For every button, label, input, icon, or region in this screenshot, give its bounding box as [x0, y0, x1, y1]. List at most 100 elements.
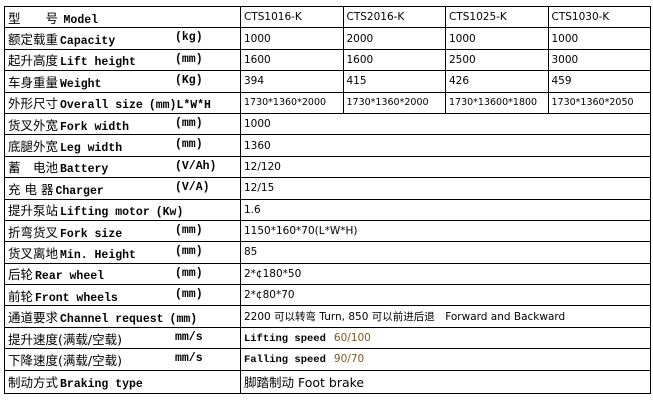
- label-cn: 制动方式: [8, 375, 59, 391]
- value-cell: 脚踏制动 Foot brake: [240, 369, 651, 394]
- label-cn: 前轮: [8, 288, 34, 304]
- row-label: 起升高度 Lift height (mm): [4, 48, 241, 72]
- value-cell: Falling speed 90/70: [240, 348, 651, 371]
- table-row: 通道要求 Channel request (mm) 2200 可以转弯 Turn, 8…: [4, 305, 651, 328]
- label-unit: (mm): [175, 138, 203, 152]
- table-row: 提升速度(满载/空载) mm/s Lifting speed 60/100: [4, 326, 651, 350]
- value-cell: 1000: [240, 27, 344, 50]
- table-row: 蓄 电池 Battery (V/Ah) 12/120: [4, 155, 651, 179]
- value-cell: 3000: [547, 48, 651, 72]
- table-row: 车身重量 Weight (Kg) 394 415 426 459: [4, 70, 651, 93]
- row-label: 车身重量 Weight (Kg): [4, 70, 241, 93]
- label-cn: 蓄 电池: [8, 160, 59, 176]
- label-cn: 提升泵站: [8, 203, 59, 219]
- label-cn: 提升速度(满载/空载): [8, 331, 122, 347]
- row-label: 货叉外宽 Fork width (mm): [4, 112, 241, 136]
- label-unit: (kg): [175, 31, 203, 45]
- label-unit: (Kw): [155, 206, 184, 220]
- label-en: Min. Height: [60, 248, 136, 262]
- label-unit: (V/Ah): [175, 159, 217, 173]
- label-unit: (Kg): [175, 74, 203, 88]
- value-cell: 1.6: [240, 198, 651, 221]
- table-row: 下降速度(满载/空载) mm/s Falling speed 90/70: [4, 348, 651, 371]
- value-cell: 2000: [342, 27, 446, 50]
- label-en: Battery: [60, 163, 109, 177]
- label-cn: 货叉离地: [8, 245, 59, 261]
- label-en: Braking type: [60, 378, 143, 392]
- speed-value: 90/70: [333, 352, 365, 365]
- row-label: 制动方式 Braking type: [4, 369, 241, 394]
- value-cell: 1730*13600*1800: [445, 91, 549, 114]
- value-cell: 415: [342, 70, 446, 93]
- label-unit: (mm): [175, 223, 203, 237]
- value-cell: 1000: [240, 112, 651, 136]
- label-en: Fork width: [60, 120, 130, 134]
- label-en: Overall size: [60, 99, 143, 113]
- row-label: 底腿外宽 Leg width (mm): [4, 134, 241, 157]
- value-cell: 394: [240, 70, 344, 93]
- row-label: 货叉离地 Min. Height (mm): [4, 241, 241, 264]
- table-row: 折弯货叉 Fork size (mm) 1150*160*70(L*W*H): [4, 219, 651, 243]
- row-label: 充 电 器 Charger (V/A): [4, 177, 241, 200]
- braking-value: 脚踏制动 Foot brake: [244, 375, 365, 391]
- speed-label: Falling speed: [244, 353, 326, 366]
- model-cell: CTS1025-K: [445, 5, 549, 29]
- label-unit: mm/s: [175, 352, 203, 366]
- value-cell: 2*¢80*70: [240, 284, 651, 307]
- speed-label: Lifting speed: [244, 332, 326, 345]
- label-cn: 型 号: [8, 10, 59, 26]
- table-row: 充 电 器 Charger (V/A) 12/15: [4, 177, 651, 200]
- label-unit: (mm): [175, 116, 203, 130]
- model-cell: CTS1016-K: [240, 5, 344, 29]
- model-cell: CTS1030-K: [547, 5, 651, 29]
- label-cn: 外形尺寸: [8, 96, 59, 112]
- row-label: 折弯货叉 Fork size (mm): [4, 219, 241, 243]
- label-en: Leg width: [60, 142, 123, 156]
- label-en: Model: [63, 13, 99, 27]
- value-cell: 426: [445, 70, 549, 93]
- label-unit: (mm): [169, 313, 198, 327]
- table-row: 后轮 Rear wheel (mm) 2*¢180*50: [4, 262, 651, 286]
- value-cell: Lifting speed 60/100: [240, 326, 651, 350]
- speed-value: 60/100: [333, 331, 371, 344]
- value-cell: 1730*1360*2000: [240, 91, 344, 114]
- row-label: 外形尺寸 Overall size (mm)L*W*H: [4, 91, 241, 114]
- header-label: 型 号 Model: [4, 5, 241, 29]
- label-unit: (mm): [175, 245, 203, 259]
- value-cell: 2*¢180*50: [240, 262, 651, 286]
- value-cell: 1600: [342, 48, 446, 72]
- label-cn: 起升高度: [8, 53, 59, 69]
- label-unit: (mm): [175, 266, 203, 280]
- label-en: Weight: [60, 77, 102, 91]
- label-cn: 货叉外宽: [8, 117, 59, 133]
- value-cell: 1150*160*70(L*W*H): [240, 219, 651, 243]
- table-header-row: 型 号 Model CTS1016-K CTS2016-K CTS1025-K …: [4, 5, 651, 29]
- row-label: 额定载重 Capacity (kg): [4, 27, 241, 50]
- value-cell: 85: [240, 241, 651, 264]
- row-label: 下降速度(满载/空载) mm/s: [4, 348, 241, 371]
- label-en: Lift height: [60, 56, 136, 70]
- value-cell: 1730*1360*2000: [342, 91, 446, 114]
- table-row: 底腿外宽 Leg width (mm) 1360: [4, 134, 651, 157]
- value-cell: 1000: [445, 27, 549, 50]
- table-row: 制动方式 Braking type 脚踏制动 Foot brake: [4, 369, 651, 394]
- label-en: Channel request: [60, 313, 164, 327]
- label-cn: 车身重量: [8, 74, 59, 90]
- row-label: 前轮 Front wheels (mm): [4, 284, 241, 307]
- value-cell: 2200 可以转弯 Turn, 850 可以前进后退 Forward and B…: [240, 305, 651, 328]
- label-unit: (V/A): [175, 181, 210, 195]
- label-unit: (mm)L*W*H: [148, 99, 211, 113]
- label-en: Front wheels: [35, 291, 118, 305]
- row-label: 提升泵站 Lifting motor (Kw): [4, 198, 241, 221]
- row-label: 后轮 Rear wheel (mm): [4, 262, 241, 286]
- table-row: 提升泵站 Lifting motor (Kw) 1.6: [4, 198, 651, 221]
- table-row: 起升高度 Lift height (mm) 1600 1600 2500 3000: [4, 48, 651, 72]
- label-en: Fork size: [60, 227, 123, 241]
- label-en: Rear wheel: [35, 270, 105, 284]
- label-cn: 底腿外宽: [8, 139, 59, 155]
- label-cn: 折弯货叉: [8, 224, 59, 240]
- value-cell: 1360: [240, 134, 651, 157]
- value-cell: 459: [547, 70, 651, 93]
- label-unit: mm/s: [175, 330, 203, 344]
- table-row: 货叉离地 Min. Height (mm) 85: [4, 241, 651, 264]
